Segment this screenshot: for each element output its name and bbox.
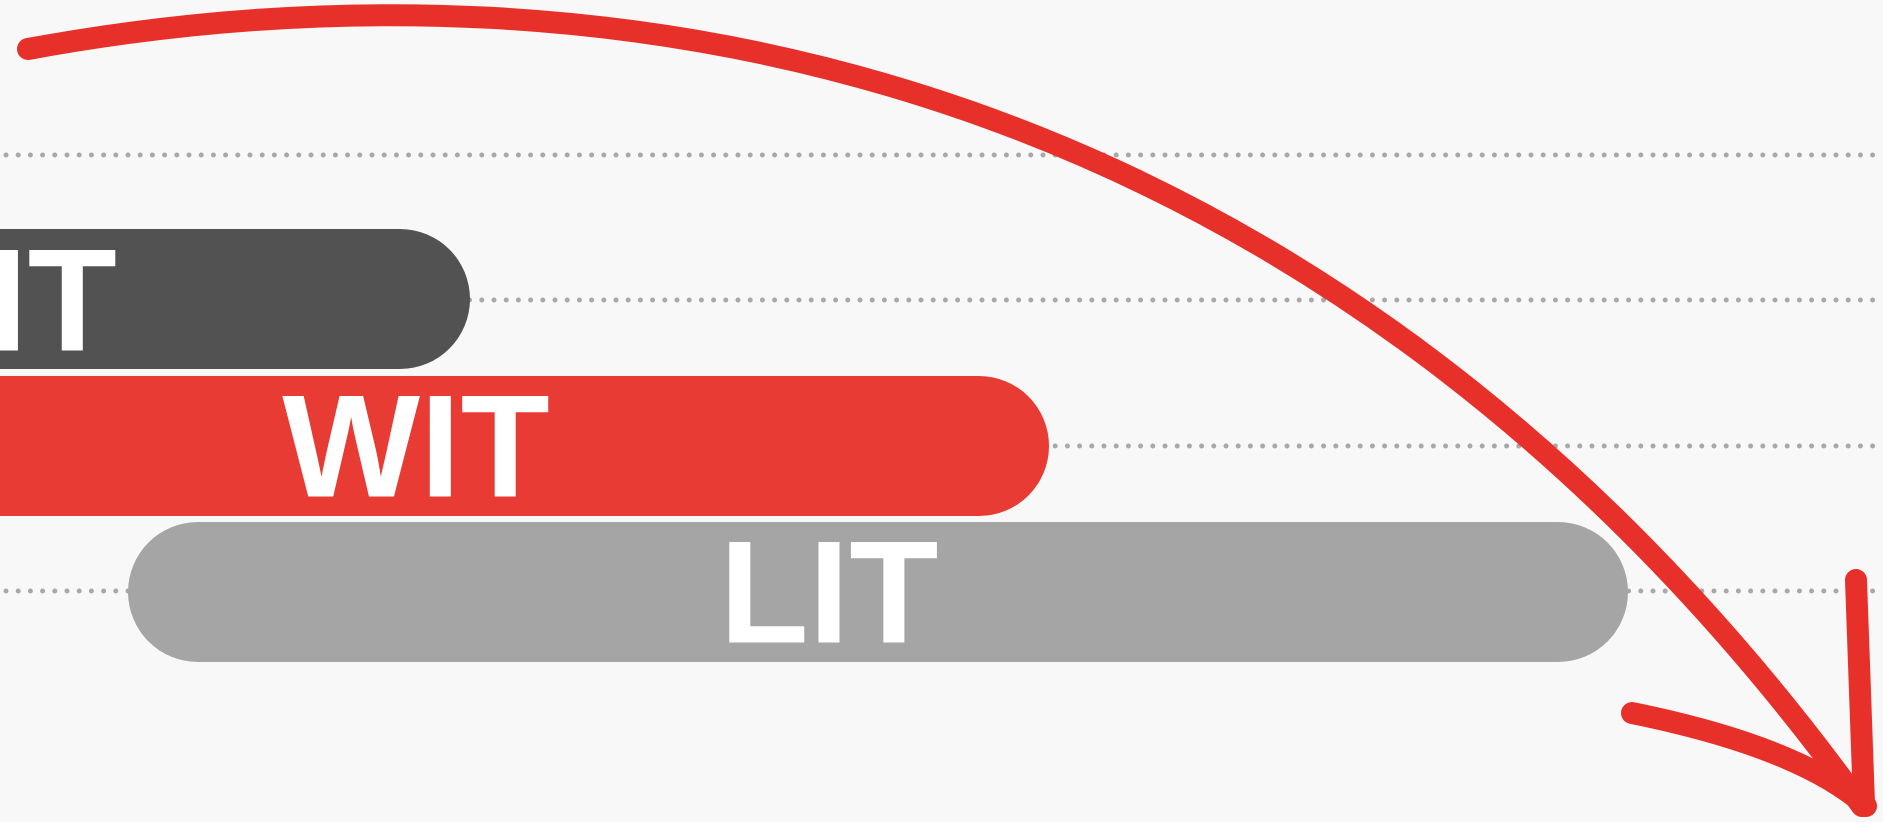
bar-red (0, 376, 1049, 516)
bar-dark (0, 229, 470, 369)
bar-gray (128, 522, 1628, 662)
bar-label: WIT (282, 365, 550, 528)
bar-label: IT (0, 219, 117, 382)
arrow-shaft (17, 4, 1873, 817)
bar-label: LIT (720, 511, 939, 674)
arrow (17, 4, 1877, 817)
arrow-head (1621, 702, 1877, 817)
arrow-head (1845, 569, 1875, 815)
